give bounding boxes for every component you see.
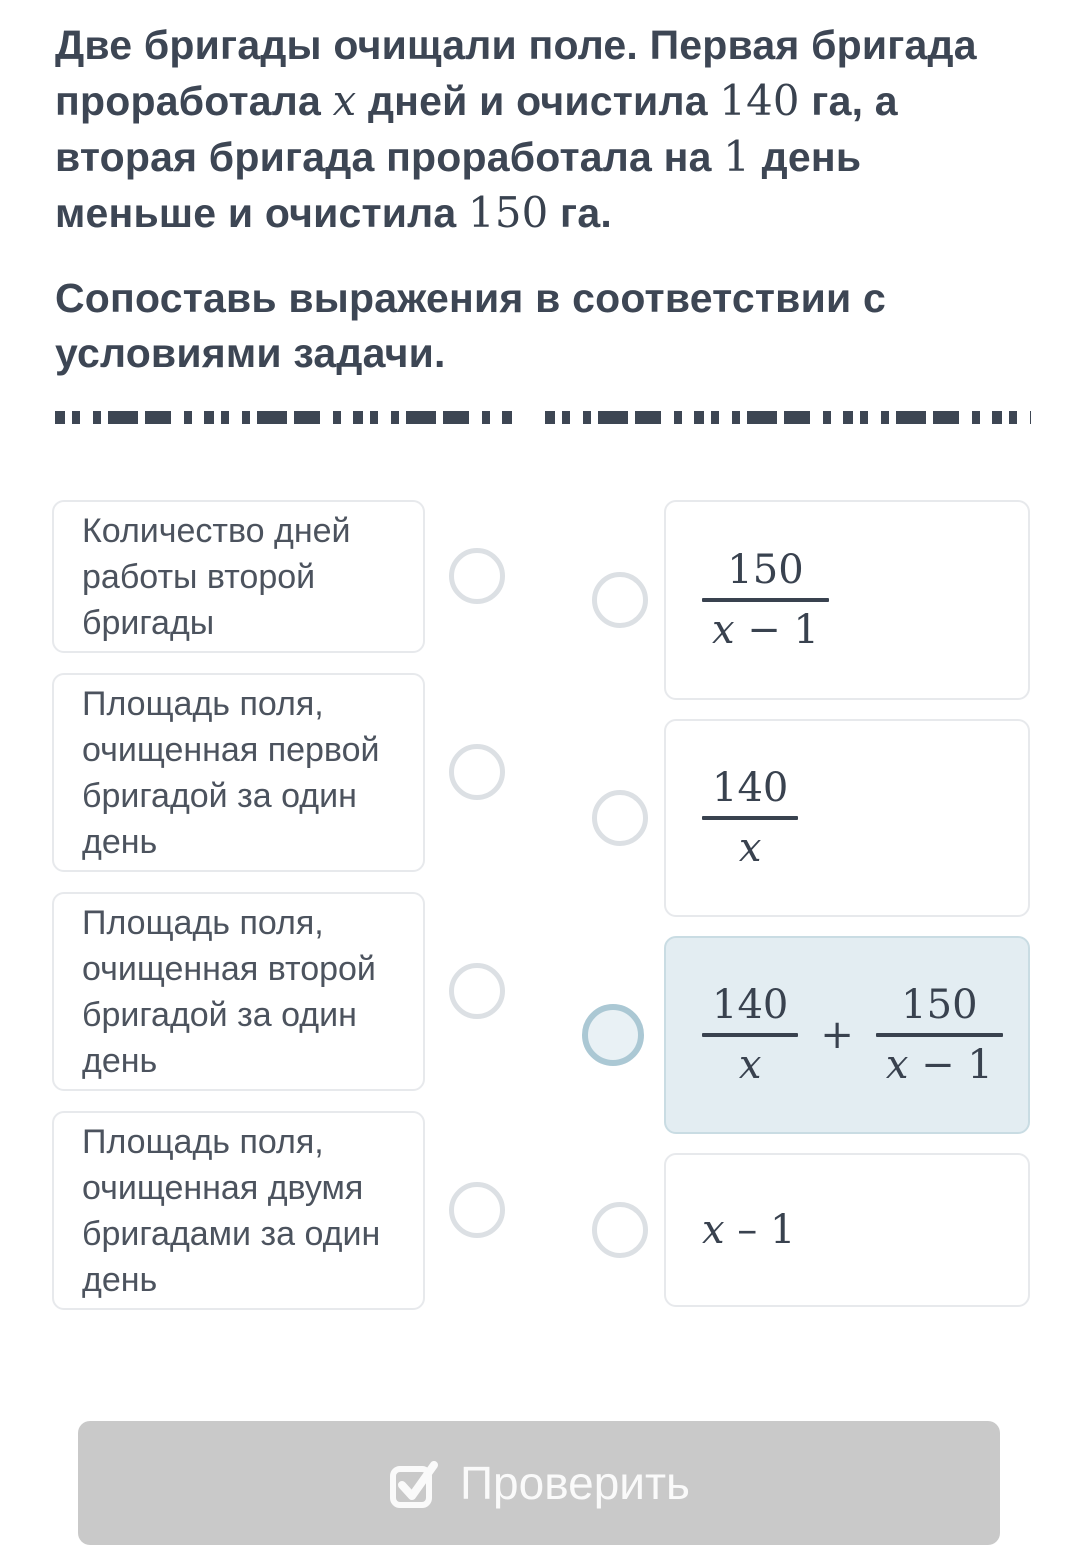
problem-text: Две бригады очищали поле. Первая бригада… <box>55 18 1020 241</box>
term-card-area-first-brigade[interactable]: Площадь поля, очищенная первой бригадой … <box>52 673 425 872</box>
fraction-bar <box>875 1033 1003 1037</box>
problem-seg: дней и очистила <box>356 78 720 124</box>
denominator-tail: − 1 <box>908 1042 993 1088</box>
problem-seg: га. <box>548 190 612 236</box>
fraction-denominator: x − 1 <box>702 602 829 650</box>
fraction-numerator: 140 <box>712 765 789 811</box>
math-num-140: 140 <box>719 76 800 125</box>
fraction-denominator: x − 1 <box>876 1037 1003 1085</box>
dashed-divider-left <box>55 411 515 424</box>
fraction-bar <box>702 598 829 602</box>
math-var-x: x <box>738 1042 762 1088</box>
fraction-bar <box>702 1033 799 1037</box>
fraction-bar <box>702 816 799 820</box>
problem-seg: га, а вторая бригада проработала на <box>55 78 898 180</box>
fraction: 150 x − 1 <box>702 550 829 650</box>
math-var-x: x <box>712 607 735 653</box>
term-card-label: Количество дней работы второй бригады <box>82 511 351 642</box>
expression-card-150-over-x-minus-1[interactable]: 150 x − 1 <box>664 500 1030 700</box>
problem-seg: Две бригады очищали поле. Первая бригада… <box>55 22 977 124</box>
plus-sign: + <box>820 1012 854 1058</box>
term-card-area-both-brigades[interactable]: Площадь поля, очищенная двумя бригадами … <box>52 1111 425 1310</box>
fraction-denominator: x <box>729 820 772 868</box>
math-var-x: x <box>702 1207 725 1253</box>
expression-card-sum-140-over-x-plus-150-over-x-minus-1[interactable]: 140 x + 150 x − 1 <box>664 936 1030 1134</box>
connector-radio-left-2[interactable] <box>449 744 505 800</box>
math-var-x: x <box>738 825 762 871</box>
fraction-denominator: x <box>729 1037 772 1085</box>
connector-radio-left-1[interactable] <box>449 548 505 604</box>
expression-tail: – 1 <box>724 1207 796 1253</box>
math-var-x: x <box>885 1042 909 1088</box>
connector-radio-left-3[interactable] <box>449 963 505 1019</box>
term-card-days-second-brigade[interactable]: Количество дней работы второй бригады <box>52 500 425 653</box>
fraction-numerator: 150 <box>727 547 804 593</box>
term-card-label: Площадь поля, очищенная двумя бригадами … <box>82 1122 381 1299</box>
fraction: 150 x − 1 <box>875 982 1003 1085</box>
fraction: 140 x <box>702 982 799 1085</box>
instruction-text: Сопоставь выражения в соответствии с усл… <box>55 275 886 376</box>
term-card-label: Площадь поля, очищенная первой бригадой … <box>82 684 380 861</box>
connector-radio-left-4[interactable] <box>449 1182 505 1238</box>
math-num-150: 150 <box>468 188 549 237</box>
check-button[interactable]: Проверить <box>78 1421 1000 1545</box>
fraction-numerator: 140 <box>712 982 789 1028</box>
connector-radio-right-3-selected[interactable] <box>582 1004 644 1066</box>
math-num-1: 1 <box>723 132 751 181</box>
dashed-divider-right <box>545 411 1031 424</box>
check-button-label: Проверить <box>459 1457 691 1509</box>
connector-radio-right-2[interactable] <box>592 790 648 846</box>
term-card-area-second-brigade[interactable]: Площадь поля, очищенная второй бригадой … <box>52 892 425 1091</box>
connector-radio-right-1[interactable] <box>592 572 648 628</box>
fraction-numerator: 150 <box>901 982 978 1028</box>
check-icon <box>389 1461 438 1508</box>
expression-card-x-minus-1[interactable]: x – 1 <box>664 1153 1030 1307</box>
plain-expression: x – 1 <box>702 1207 795 1253</box>
term-card-label: Площадь поля, очищенная второй бригадой … <box>82 903 376 1080</box>
fraction: 140 x <box>702 765 799 868</box>
connector-radio-right-4[interactable] <box>592 1202 648 1258</box>
math-var-x: x <box>332 76 357 125</box>
denominator-tail: − 1 <box>734 607 819 653</box>
problem-seg: день меньше и очистила <box>55 134 862 236</box>
expression-card-140-over-x[interactable]: 140 x <box>664 719 1030 917</box>
